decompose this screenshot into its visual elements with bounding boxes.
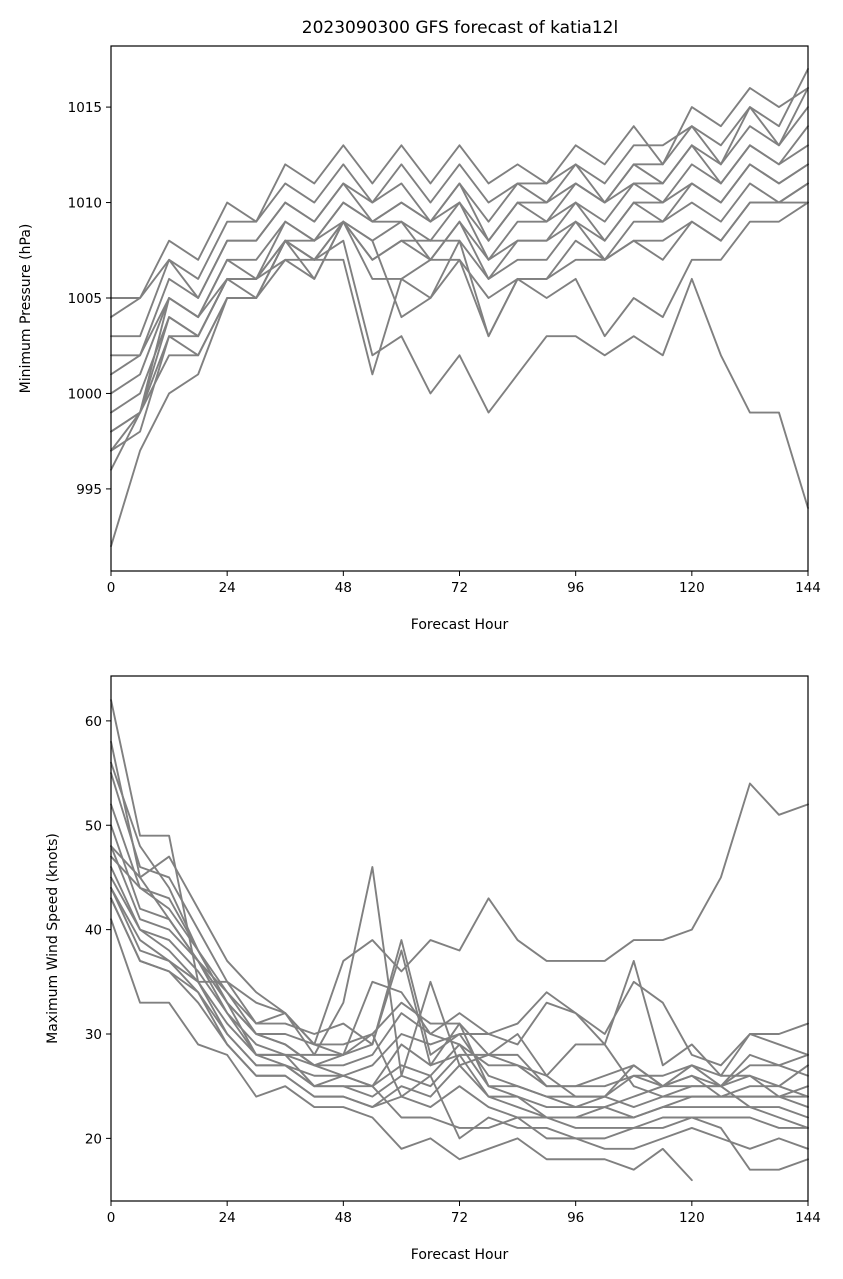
wind-chart: 0 24 48 72 96 120 144 20 30 40 50 60 Forecast Hour… [45, 675, 821, 1263]
wind-y-tick-label: 20 [85, 1131, 102, 1147]
wind-series-lines [110, 699, 809, 1182]
wind-y-axis-label: Maximum Wind Speed (knots) [45, 833, 61, 1044]
pressure-y-tick-label: 1000 [68, 386, 102, 402]
wind-x-tick-label: 144 [795, 1210, 821, 1226]
pressure-x-tick-label: 72 [451, 580, 468, 596]
wind-y-tick-label: 60 [85, 714, 102, 730]
pressure-x-tick-label: 24 [219, 580, 236, 596]
pressure-y-tick-label: 1015 [68, 100, 102, 116]
pressure-chart: 2023090300 GFS forecast of katia12l 0 24 4… [18, 18, 821, 633]
wind-series-line-9 [110, 876, 809, 1109]
chart-title: 2023090300 GFS forecast of katia12l [302, 18, 618, 38]
wind-y-ticks: 20 30 40 50 60 [85, 714, 111, 1147]
wind-x-axis-label: Forecast Hour [411, 1247, 509, 1263]
wind-series-line-16 [110, 845, 809, 1171]
wind-x-tick-label: 0 [107, 1210, 116, 1226]
wind-x-tick-label: 120 [679, 1210, 705, 1226]
pressure-y-tick-label: 1010 [68, 196, 102, 212]
wind-y-tick-label: 50 [85, 818, 102, 834]
wind-x-tick-label: 96 [567, 1210, 584, 1226]
pressure-series-line-1 [110, 87, 809, 299]
pressure-x-tick-label: 0 [107, 580, 116, 596]
wind-y-tick-label: 40 [85, 923, 102, 939]
wind-y-tick-label: 30 [85, 1027, 102, 1043]
wind-x-tick-label: 48 [335, 1210, 352, 1226]
wind-x-tick-label: 24 [219, 1210, 236, 1226]
pressure-x-tick-label: 144 [795, 580, 821, 596]
pressure-series-line-6 [110, 144, 809, 395]
pressure-x-tick-label: 48 [335, 580, 352, 596]
pressure-x-ticks: 0 24 48 72 96 120 144 [107, 571, 821, 596]
pressure-x-tick-label: 120 [679, 580, 705, 596]
wind-series-line-15 [110, 761, 809, 1150]
wind-x-ticks: 0 24 48 72 96 120 144 [107, 1201, 821, 1226]
pressure-y-axis-label: Minimum Pressure (hPa) [18, 224, 34, 394]
pressure-y-ticks: 995 1000 1005 1010 1015 [68, 100, 111, 498]
pressure-y-tick-label: 1005 [68, 291, 102, 307]
pressure-series-line-13 [110, 182, 809, 548]
pressure-x-tick-label: 96 [567, 580, 584, 596]
wind-x-tick-label: 72 [451, 1210, 468, 1226]
pressure-series-lines [110, 67, 809, 548]
wind-series-line-11 [110, 886, 809, 1119]
pressure-x-axis-label: Forecast Hour [411, 617, 509, 633]
wind-series-line-14 [110, 918, 693, 1182]
pressure-series-line-11 [110, 239, 809, 509]
pressure-y-tick-label: 995 [76, 482, 102, 498]
